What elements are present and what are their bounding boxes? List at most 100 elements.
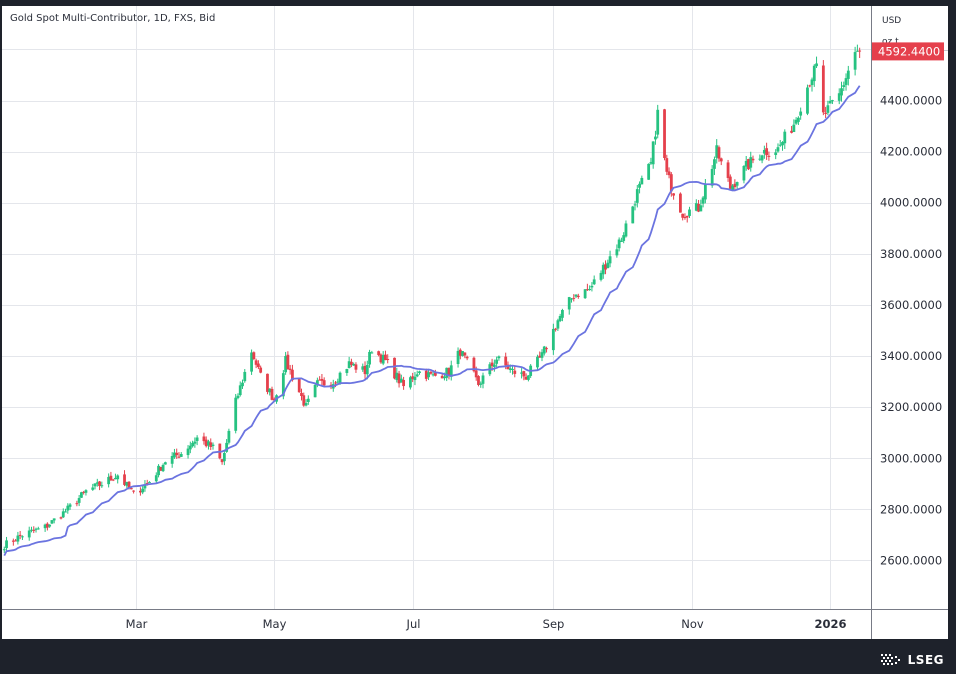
candle-body[interactable] [821, 65, 825, 113]
candle-body[interactable] [683, 217, 687, 219]
candle-body[interactable] [815, 63, 818, 67]
candle-body[interactable] [542, 346, 546, 354]
candle-body[interactable] [540, 352, 544, 358]
candle-body[interactable] [370, 352, 374, 354]
candle-body[interactable] [34, 528, 38, 530]
candle-body[interactable] [36, 528, 40, 530]
candle-body[interactable] [806, 87, 809, 114]
price-chart[interactable]: 2600.0000 2800.0000 3000.0000 3200.0000 3400… [2, 6, 948, 639]
candle-body[interactable] [572, 297, 576, 299]
candle-body[interactable] [207, 441, 210, 446]
candle-body[interactable] [132, 490, 135, 492]
candle-body[interactable] [234, 397, 238, 431]
candle-body[interactable] [281, 373, 285, 397]
candle-body[interactable] [315, 380, 319, 385]
candle-body[interactable] [336, 381, 340, 383]
candle-body[interactable] [495, 359, 499, 364]
candle-body[interactable] [663, 109, 666, 159]
candle-body[interactable] [744, 160, 748, 167]
candle-body[interactable] [826, 105, 830, 113]
candle-body[interactable] [429, 371, 433, 374]
candle-body[interactable] [638, 183, 641, 188]
candle-body[interactable] [338, 372, 342, 383]
candle-body[interactable] [50, 520, 54, 524]
candle-body[interactable] [828, 100, 832, 104]
candle-body[interactable] [222, 452, 226, 462]
candle-body[interactable] [170, 456, 174, 464]
candle-body[interactable] [574, 294, 578, 297]
candle-body[interactable] [506, 364, 510, 370]
candle-body[interactable] [159, 466, 163, 471]
candle-body[interactable] [681, 213, 685, 218]
candle-body[interactable] [64, 511, 67, 513]
candle-body[interactable] [252, 352, 256, 360]
candle-body[interactable] [77, 498, 81, 503]
candle-body[interactable] [855, 50, 859, 52]
candle-body[interactable] [717, 147, 721, 159]
candle-body[interactable] [536, 356, 539, 368]
candle-body[interactable] [270, 388, 274, 400]
candle-body[interactable] [461, 351, 464, 356]
candle-body[interactable] [640, 177, 644, 185]
candle-body[interactable] [157, 465, 160, 476]
candle-body[interactable] [243, 371, 247, 382]
candle-body[interactable] [656, 109, 660, 135]
candle-body[interactable] [858, 50, 862, 52]
candle-body[interactable] [313, 384, 317, 398]
candle-body[interactable] [21, 536, 24, 538]
candle-body[interactable] [617, 239, 621, 249]
candle-body[interactable] [30, 529, 33, 531]
candle-body[interactable] [481, 375, 485, 384]
candle-body[interactable] [433, 372, 437, 376]
candle-body[interactable] [431, 374, 435, 376]
candle-body[interactable] [719, 158, 723, 162]
candle-body[interactable] [48, 524, 52, 527]
candle-body[interactable] [254, 360, 258, 365]
candle-body[interactable] [107, 476, 111, 485]
candle-body[interactable] [588, 288, 592, 291]
candle-body[interactable] [810, 79, 814, 86]
candle-body[interactable] [538, 355, 542, 358]
candle-body[interactable] [443, 376, 446, 379]
candle-body[interactable] [225, 442, 229, 452]
candle-body[interactable] [758, 158, 762, 160]
candle-body[interactable] [125, 481, 129, 486]
candle-body[interactable] [697, 203, 700, 212]
candle-body[interactable] [837, 93, 841, 101]
candle-body[interactable] [492, 364, 496, 367]
candle-body[interactable] [561, 310, 564, 318]
candle-body[interactable] [95, 482, 99, 484]
candle-body[interactable] [477, 376, 480, 385]
candle-body[interactable] [765, 148, 769, 156]
candle-body[interactable] [606, 262, 610, 269]
candle-body[interactable] [129, 488, 133, 490]
candle-body[interactable] [449, 365, 453, 377]
candle-body[interactable] [98, 481, 101, 487]
candle-body[interactable] [497, 356, 501, 359]
candle-body[interactable] [14, 540, 18, 542]
candle-body[interactable] [526, 375, 530, 380]
candle-body[interactable] [760, 155, 764, 161]
candle-body[interactable] [300, 392, 303, 397]
candle-body[interactable] [220, 459, 224, 463]
candle-body[interactable] [599, 272, 603, 280]
candle-body[interactable] [751, 158, 755, 161]
candle-body[interactable] [395, 372, 399, 381]
candle-body[interactable] [268, 388, 272, 393]
candle-body[interactable] [259, 367, 263, 373]
candle-body[interactable] [762, 149, 766, 154]
candle-body[interactable] [846, 70, 850, 79]
candle-body[interactable] [288, 368, 292, 371]
candle-body[interactable] [365, 365, 369, 375]
candle-body[interactable] [749, 157, 753, 168]
candle-body[interactable] [590, 285, 594, 288]
candle-body[interactable] [790, 130, 793, 133]
candle-body[interactable] [302, 395, 306, 406]
candle-body[interactable] [352, 363, 356, 366]
candle-body[interactable] [604, 264, 607, 270]
candle-body[interactable] [472, 357, 476, 372]
candle-body[interactable] [193, 441, 197, 444]
candle-body[interactable] [792, 124, 796, 133]
candle-body[interactable] [16, 535, 20, 542]
candle-body[interactable] [381, 355, 385, 364]
